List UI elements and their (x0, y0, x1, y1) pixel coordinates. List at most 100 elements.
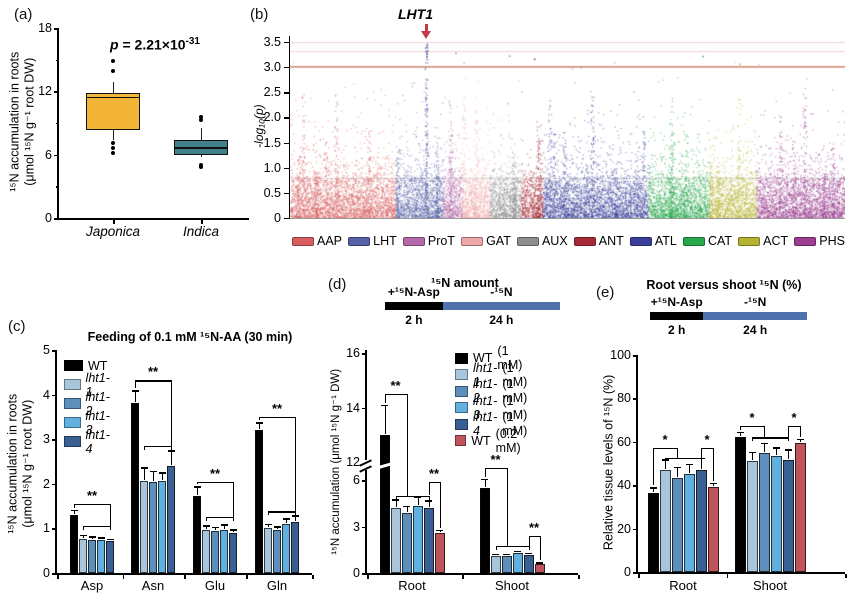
error-bar-cap (772, 447, 780, 449)
bar (131, 402, 139, 573)
panel-c-label: (c) (8, 318, 26, 335)
bar (401, 512, 412, 573)
legend-label: WT (88, 358, 108, 373)
legend-label: lht1-4 (472, 410, 498, 439)
category-label: Gln (266, 578, 288, 593)
legend-label: WT (472, 351, 493, 366)
bar (659, 470, 671, 572)
gene-family-legend: AAP LHT ProT GAT AUX ANT ATL CAT ACT PHS (292, 233, 845, 249)
y-axis-tick (52, 439, 57, 441)
x-axis-tick (57, 575, 59, 579)
bar (782, 460, 794, 572)
legend-swatch (461, 236, 484, 246)
x-axis-tick (726, 574, 728, 578)
outlier-dot (111, 146, 115, 151)
sig-bracket (197, 481, 199, 485)
sig-bracket (83, 526, 110, 528)
y-axis-tick (284, 142, 290, 144)
sig-bracket (144, 445, 171, 448)
sig-bracket (713, 448, 715, 482)
sig-bracket (384, 393, 386, 403)
y-axis-tick-label: 6 (45, 147, 52, 162)
outlier-dot (111, 150, 115, 155)
y-axis-tick (284, 92, 290, 94)
error-bar (286, 518, 288, 523)
sig-bracket (653, 448, 655, 486)
y-axis-tick-label: 5 (43, 343, 50, 357)
sig-bracket (259, 416, 261, 421)
y-axis-minor-tick (56, 186, 59, 188)
bar (255, 430, 263, 573)
bar (501, 555, 512, 573)
sig-bracket (764, 425, 766, 438)
error-bar-cap (503, 553, 510, 556)
bar (770, 455, 782, 572)
legend-item: ACT (738, 234, 788, 248)
sig-bracket (495, 546, 529, 548)
y-axis-tick-label: 100 (610, 348, 631, 362)
panel-c-title: Feeding of 0.1 mM ¹⁵N-AA (30 min) (87, 330, 293, 344)
outlier-dot (199, 165, 203, 170)
bar (794, 442, 806, 572)
outlier-dot (199, 114, 203, 119)
y-axis-tick (633, 572, 638, 574)
timeline-segment (703, 312, 807, 320)
significance-label: ** (86, 487, 98, 503)
y-axis-tick (284, 67, 290, 69)
sig-bracket (439, 481, 441, 528)
bar (523, 555, 534, 573)
bar (149, 482, 157, 573)
sig-bracket (135, 380, 137, 389)
sig-bracket (83, 526, 85, 531)
error-bar-cap (748, 451, 756, 453)
y-axis-tick-label: 12 (38, 84, 52, 99)
y-axis-tick-label: 0 (274, 211, 281, 225)
error-bar-cap (736, 432, 744, 434)
x-axis-tick (367, 575, 369, 579)
significance-label: * (749, 409, 755, 425)
y-axis-tick (54, 91, 59, 93)
bar (167, 466, 175, 573)
y-axis-tick-label: 18 (38, 21, 52, 35)
bar (434, 532, 445, 573)
error-bar (484, 478, 486, 487)
y-axis-tick-label: 0 (624, 565, 631, 579)
error-bar (428, 500, 430, 507)
error-bar-cap (649, 487, 657, 489)
category-label: Shoot (753, 578, 787, 593)
sig-bracket (197, 481, 233, 483)
error-bar (740, 432, 742, 437)
y-axis-tick (362, 353, 367, 355)
error-bar-cap (106, 538, 114, 541)
y-axis-tick (52, 528, 57, 530)
legend-label: lht1-1 (85, 370, 110, 399)
sig-bracket (428, 481, 430, 496)
legend-label: lht1-1 (472, 360, 498, 389)
error-bar-cap (514, 550, 521, 552)
sig-bracket (135, 380, 171, 382)
y-axis-tick-label: 4 (43, 387, 50, 402)
sig-bracket (740, 425, 764, 427)
sig-bracket (171, 445, 173, 450)
timeline-duration-label: 24 h (489, 313, 514, 327)
timeline-duration-label: 24 h (743, 323, 768, 337)
category-label: Root (669, 578, 697, 593)
y-axis-tick-label: 1 (43, 521, 50, 536)
sig-bracket (800, 425, 802, 437)
box-whisker (113, 130, 115, 140)
sig-bracket (752, 437, 754, 442)
legend-label: GAT (486, 234, 511, 248)
error-bar-cap (97, 537, 105, 539)
legend-item: ATL (629, 234, 677, 248)
y-axis-tick (633, 398, 638, 400)
legend-label: CAT (707, 234, 733, 248)
sig-bracket (653, 448, 677, 450)
y-axis-tick-label: 3.0 (263, 60, 281, 75)
sig-bracket (788, 437, 790, 442)
